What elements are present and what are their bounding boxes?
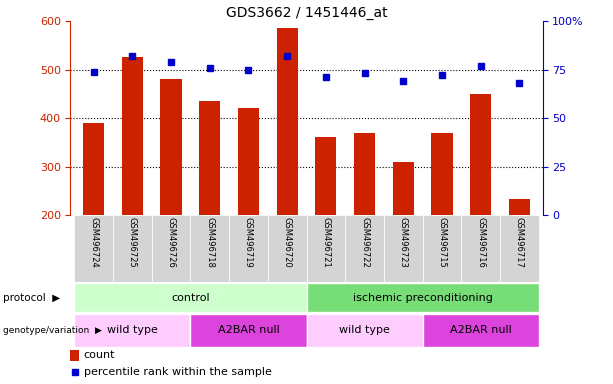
Bar [199,101,221,215]
Text: genotype/variation  ▶: genotype/variation ▶ [3,326,102,335]
Bar [315,137,337,215]
Bar [229,215,268,282]
Text: A2BAR null: A2BAR null [218,325,280,335]
Bar [191,215,229,282]
Bar [392,162,414,215]
Bar [306,283,539,312]
Bar [422,314,539,347]
Bar [470,94,491,215]
Bar [384,215,422,282]
Bar [83,123,104,215]
Text: GSM496726: GSM496726 [167,217,175,268]
Text: GSM496718: GSM496718 [205,217,215,268]
Text: GSM496722: GSM496722 [360,217,369,268]
Text: GSM496721: GSM496721 [321,217,330,268]
Bar [306,215,345,282]
Text: GSM496716: GSM496716 [476,217,485,268]
Bar [74,314,191,347]
Text: percentile rank within the sample: percentile rank within the sample [84,367,272,377]
Text: A2BAR null: A2BAR null [450,325,511,335]
Text: GSM496723: GSM496723 [398,217,408,268]
Bar [238,108,259,215]
Text: wild type: wild type [339,325,390,335]
Bar [113,215,152,282]
Title: GDS3662 / 1451446_at: GDS3662 / 1451446_at [226,6,387,20]
Text: GSM496720: GSM496720 [283,217,292,268]
Text: protocol  ▶: protocol ▶ [3,293,60,303]
Bar [122,58,143,215]
Bar [422,215,461,282]
Text: GSM496715: GSM496715 [438,217,446,268]
Text: GSM496725: GSM496725 [128,217,137,268]
Text: GSM496719: GSM496719 [244,217,253,268]
Bar [191,314,306,347]
Bar [461,215,500,282]
Bar [354,132,375,215]
Bar [152,215,191,282]
Text: count: count [84,350,115,360]
Text: GSM496724: GSM496724 [89,217,98,268]
Bar [306,314,422,347]
Bar [268,215,306,282]
Bar [432,132,452,215]
Bar [345,215,384,282]
Bar [509,199,530,215]
Text: wild type: wild type [107,325,158,335]
Text: control: control [171,293,210,303]
Bar [500,215,539,282]
Bar [161,79,181,215]
Text: GSM496717: GSM496717 [515,217,524,268]
Text: ischemic preconditioning: ischemic preconditioning [352,293,492,303]
Bar [70,350,79,361]
Bar [74,215,113,282]
Bar [74,283,306,312]
Bar [276,28,298,215]
